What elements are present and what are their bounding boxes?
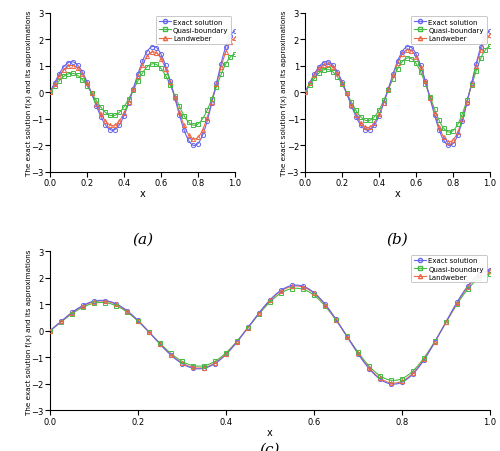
Legend: Exact solution, Quasi-boundary, Landweber: Exact solution, Quasi-boundary, Landwebe… (411, 255, 486, 283)
Y-axis label: The exact solution f(x) and its approximations: The exact solution f(x) and its approxim… (280, 10, 287, 175)
X-axis label: x: x (140, 189, 145, 199)
Text: (a): (a) (132, 233, 153, 247)
Y-axis label: The exact solution f(x) and its approximations: The exact solution f(x) and its approxim… (26, 249, 32, 414)
Text: (c): (c) (260, 442, 280, 451)
Legend: Exact solution, Quasi-boundary, Landweber: Exact solution, Quasi-boundary, Landwebe… (156, 17, 232, 45)
X-axis label: x: x (394, 189, 400, 199)
Legend: Exact solution, Quasi-boundary, Landweber: Exact solution, Quasi-boundary, Landwebe… (411, 17, 486, 45)
Y-axis label: The exact solution f(x) and its approximations: The exact solution f(x) and its approxim… (26, 10, 32, 175)
X-axis label: x: x (267, 427, 273, 437)
Text: (b): (b) (386, 233, 408, 247)
